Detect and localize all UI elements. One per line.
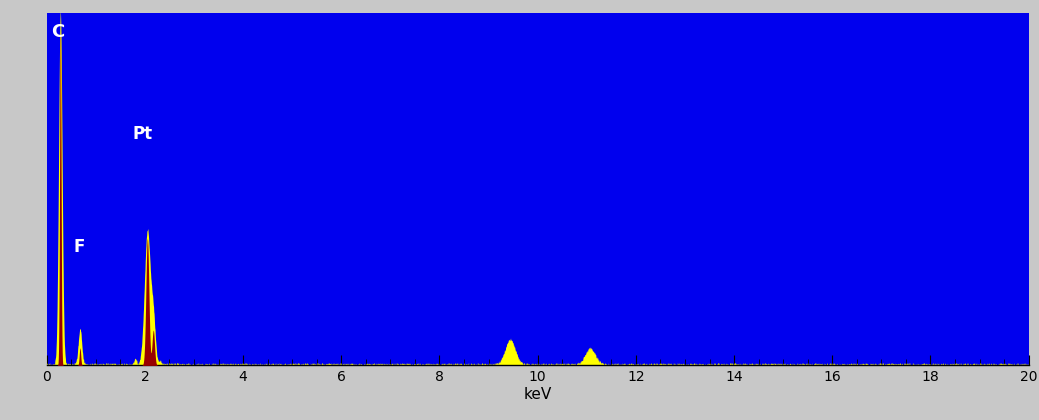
Text: F: F <box>74 239 85 256</box>
Text: C: C <box>51 23 64 41</box>
Text: Pt: Pt <box>133 126 153 144</box>
X-axis label: keV: keV <box>524 387 552 402</box>
